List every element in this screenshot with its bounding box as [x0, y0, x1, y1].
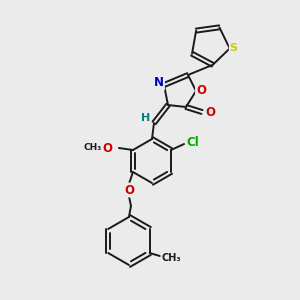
- Text: Cl: Cl: [187, 136, 200, 148]
- Text: O: O: [205, 106, 215, 118]
- Text: CH₃: CH₃: [162, 253, 182, 263]
- Text: CH₃: CH₃: [84, 143, 102, 152]
- Text: O: O: [196, 85, 206, 98]
- Text: O: O: [124, 184, 134, 196]
- Text: H: H: [141, 113, 151, 123]
- Text: O: O: [102, 142, 112, 154]
- Text: S: S: [230, 44, 238, 53]
- Text: N: N: [154, 76, 164, 89]
